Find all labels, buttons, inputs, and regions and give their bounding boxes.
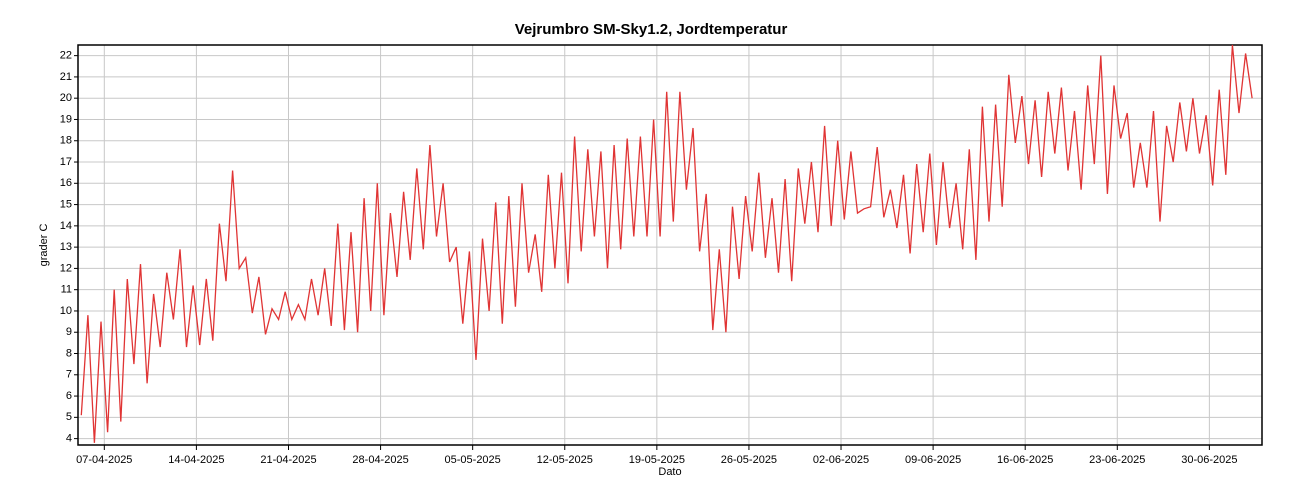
chart-title: Vejrumbro SM-Sky1.2, Jordtemperatur [515,21,788,38]
y-tick-label: 11 [61,284,72,296]
x-tick-label: 16-06-2025 [997,454,1053,466]
y-tick-label: 20 [60,92,72,104]
y-axis-label: grader C [38,224,50,267]
y-tick-label: 21 [60,71,72,83]
y-tick-label: 7 [66,369,72,381]
y-tick-label: 6 [66,390,72,402]
y-tick-label: 22 [60,50,72,62]
y-tick-label: 15 [60,198,72,210]
y-tick-label: 19 [60,113,72,125]
y-tick-label: 14 [60,220,72,232]
y-tick-label: 9 [66,326,72,338]
x-tick-label: 02-06-2025 [813,454,869,466]
y-tick-label: 12 [60,262,72,274]
x-tick-label: 09-06-2025 [905,454,961,466]
x-tick-label: 28-04-2025 [352,454,408,466]
plot-frame [77,44,1263,446]
y-tick-label: 16 [60,177,72,189]
x-tick-label: 23-06-2025 [1089,454,1145,466]
x-tick-label: 19-05-2025 [629,454,685,466]
x-tick-label: 05-05-2025 [445,454,501,466]
y-tick-label: 4 [66,433,72,445]
y-tick-label: 13 [60,241,72,253]
x-tick-label: 30-06-2025 [1181,454,1237,466]
y-tick-label: 8 [66,347,72,359]
x-tick-label: 12-05-2025 [537,454,593,466]
x-axis-label: Dato [658,466,681,478]
y-tick-label: 18 [60,135,72,147]
data-line [80,44,1253,443]
y-tick-label: 5 [66,411,72,423]
y-tick-label: 17 [60,156,72,168]
x-tick-label: 26-05-2025 [721,454,777,466]
x-tick-label: 21-04-2025 [260,454,316,466]
x-tick-label: 14-04-2025 [168,454,224,466]
x-tick-label: 07-04-2025 [76,454,132,466]
y-tick-label: 10 [60,305,72,317]
